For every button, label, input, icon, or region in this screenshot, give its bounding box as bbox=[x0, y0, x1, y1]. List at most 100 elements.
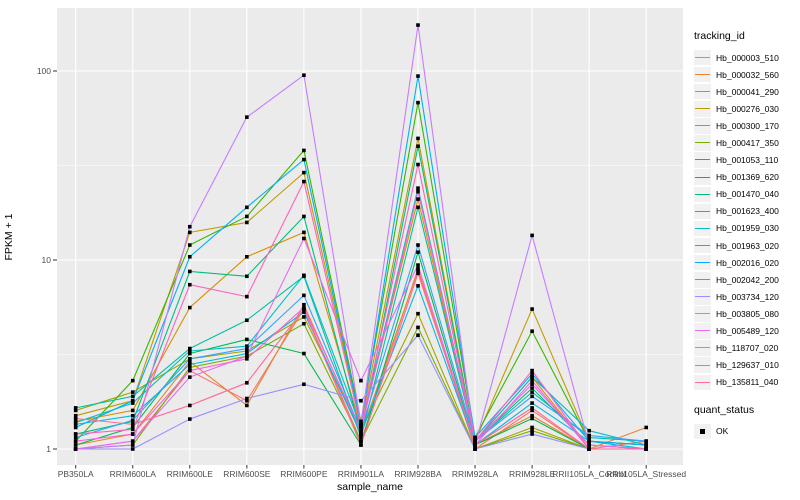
data-point bbox=[530, 425, 534, 430]
quant-legend-key bbox=[694, 423, 711, 440]
data-point bbox=[302, 382, 306, 387]
legend-entry: Hb_118707_020 bbox=[694, 340, 800, 357]
legend-key-line-icon bbox=[695, 261, 710, 263]
data-point bbox=[245, 214, 249, 219]
y-tick-label: 1 bbox=[46, 444, 51, 454]
legend-quant-entry: OK bbox=[694, 423, 800, 440]
legend-entry-label: Hb_000417_350 bbox=[716, 138, 779, 149]
legend-key-line-icon bbox=[695, 210, 710, 212]
data-point bbox=[188, 357, 192, 361]
legend-key-line-icon bbox=[695, 125, 710, 127]
data-point bbox=[188, 351, 192, 356]
legend-entry: Hb_000041_290 bbox=[694, 83, 800, 100]
data-point bbox=[302, 310, 306, 314]
legend-key-line-icon bbox=[695, 244, 710, 246]
data-point bbox=[530, 382, 534, 387]
data-point bbox=[302, 214, 306, 219]
data-point bbox=[416, 136, 420, 141]
data-point bbox=[530, 329, 534, 334]
legend-entry-label: Hb_001959_030 bbox=[716, 223, 779, 234]
data-point bbox=[73, 413, 78, 418]
legend-key bbox=[694, 118, 711, 134]
data-point bbox=[245, 294, 249, 299]
data-point bbox=[302, 307, 306, 311]
data-point bbox=[302, 230, 306, 235]
data-point bbox=[245, 274, 249, 279]
data-point bbox=[416, 268, 420, 273]
data-point bbox=[73, 432, 78, 436]
data-point bbox=[359, 398, 363, 403]
legend-entry-label: Hb_129637_010 bbox=[716, 360, 779, 371]
data-point bbox=[188, 230, 192, 235]
x-tick-label: RRIM600SE bbox=[223, 469, 271, 479]
data-point bbox=[73, 439, 78, 443]
data-point bbox=[302, 236, 306, 241]
data-point bbox=[416, 263, 420, 267]
data-point bbox=[130, 398, 135, 403]
data-point bbox=[245, 344, 249, 348]
data-point bbox=[530, 413, 534, 418]
legend-key-line-icon bbox=[695, 108, 710, 110]
data-point bbox=[359, 432, 363, 436]
data-point bbox=[302, 315, 306, 319]
x-tick-label: RRII105LA_Stressed bbox=[606, 469, 687, 479]
legend-key bbox=[694, 169, 711, 185]
data-point bbox=[245, 115, 249, 119]
data-point bbox=[587, 447, 591, 451]
data-point bbox=[188, 349, 192, 353]
legend-key-line-icon bbox=[695, 142, 710, 144]
data-point bbox=[359, 378, 363, 383]
legend-key bbox=[694, 306, 711, 322]
data-point bbox=[302, 293, 306, 298]
x-tick-label: RRII105LA_Control bbox=[552, 469, 626, 479]
data-point bbox=[530, 368, 534, 373]
legend-entry: Hb_002042_200 bbox=[694, 271, 800, 288]
legend-entry-label: Hb_000032_560 bbox=[716, 69, 779, 80]
data-point bbox=[587, 428, 591, 433]
data-point bbox=[245, 398, 249, 403]
quant-label: OK bbox=[716, 426, 729, 437]
legend-entry-label: Hb_000276_030 bbox=[716, 103, 779, 114]
data-point bbox=[245, 318, 249, 323]
data-point bbox=[130, 413, 135, 418]
data-point bbox=[359, 443, 363, 447]
data-point bbox=[188, 269, 192, 274]
data-point bbox=[73, 425, 78, 430]
data-point bbox=[73, 406, 78, 410]
legend-key bbox=[694, 323, 711, 339]
legend-key-line-icon bbox=[695, 279, 710, 281]
x-tick-label: RRIM600LA bbox=[109, 469, 156, 479]
legend-entry-label: Hb_002042_200 bbox=[716, 274, 779, 285]
legend-key-line-icon bbox=[695, 347, 710, 349]
data-point bbox=[359, 425, 363, 430]
data-point bbox=[644, 443, 648, 447]
legend-entry-label: Hb_001369_620 bbox=[716, 172, 779, 183]
data-point bbox=[473, 435, 477, 440]
data-point bbox=[530, 406, 534, 410]
data-point bbox=[587, 433, 591, 438]
data-point bbox=[644, 439, 648, 443]
legend-key-line-icon bbox=[695, 381, 710, 383]
data-point bbox=[530, 408, 534, 413]
x-tick-label: RRIM600PE bbox=[280, 469, 328, 479]
data-point bbox=[302, 351, 306, 356]
data-point bbox=[188, 254, 192, 259]
data-point bbox=[130, 418, 135, 423]
legend-entry: Hb_003734_120 bbox=[694, 288, 800, 305]
data-point bbox=[245, 346, 249, 351]
data-point bbox=[245, 396, 249, 401]
legend-key-line-icon bbox=[695, 91, 710, 93]
data-point bbox=[302, 170, 306, 175]
data-point bbox=[416, 23, 420, 27]
legend-key bbox=[694, 340, 711, 356]
data-point bbox=[416, 243, 420, 247]
y-tick-label: 10 bbox=[41, 255, 51, 265]
data-point bbox=[245, 254, 249, 259]
legend-key-line-icon bbox=[695, 176, 710, 178]
data-point bbox=[73, 420, 78, 425]
data-point bbox=[188, 368, 192, 373]
data-point bbox=[188, 362, 192, 367]
legend-entry: Hb_001470_040 bbox=[694, 186, 800, 203]
legend-key bbox=[694, 237, 711, 254]
legend-entry: Hb_000032_560 bbox=[694, 66, 800, 83]
